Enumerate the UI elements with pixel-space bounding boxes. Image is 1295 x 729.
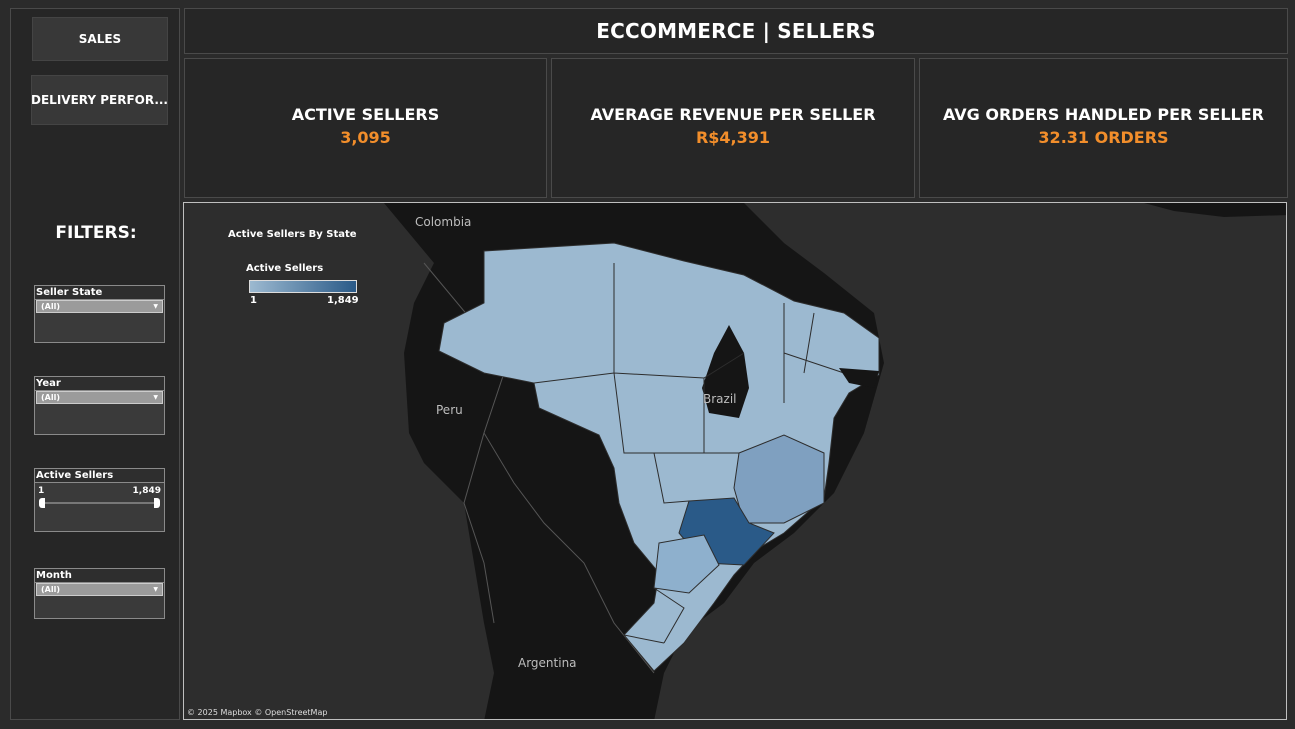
top-right-landmass	[1144, 203, 1286, 217]
page-title: ECCOMMERCE | SELLERS	[596, 19, 876, 43]
map-panel[interactable]: Active Sellers By State Active Sellers 1…	[183, 202, 1287, 720]
title-panel: ECCOMMERCE | SELLERS	[184, 8, 1288, 54]
active-sellers-range: 1 1,849	[35, 483, 164, 496]
kpi-average-revenue: AVERAGE REVENUE PER SELLER R$4,391	[551, 58, 915, 198]
chevron-down-icon: ▼	[153, 394, 158, 401]
month-label: Month	[35, 569, 164, 583]
range-max-value: 1,849	[132, 486, 161, 496]
kpi-active-sellers: ACTIVE SELLERS 3,095	[184, 58, 547, 198]
year-filter: Year (All) ▼	[34, 376, 165, 435]
seller-state-dropdown[interactable]: (All) ▼	[36, 300, 163, 313]
sales-nav-button[interactable]: SALES	[32, 17, 168, 61]
place-label-peru: Peru	[436, 403, 463, 417]
place-label-colombia: Colombia	[415, 215, 472, 229]
map-title: Active Sellers By State	[228, 229, 357, 240]
place-label-argentina: Argentina	[518, 656, 577, 670]
seller-state-filter: Seller State (All) ▼	[34, 285, 165, 343]
map-attribution[interactable]: © 2025 Mapbox © OpenStreetMap	[187, 708, 328, 717]
state-minas-gerais	[733, 434, 825, 524]
place-label-brazil: Brazil	[703, 392, 737, 406]
kpi-value: R$4,391	[695, 128, 771, 147]
year-label: Year	[35, 377, 164, 391]
kpi-avg-orders: AVG ORDERS HANDLED PER SELLER 32.31 ORDE…	[919, 58, 1288, 198]
brazil-region	[438, 242, 880, 672]
slider-max-handle[interactable]	[154, 498, 160, 508]
kpi-label: AVG ORDERS HANDLED PER SELLER	[943, 105, 1264, 124]
legend-title: Active Sellers	[246, 263, 324, 274]
state-no-data	[839, 368, 879, 388]
chevron-down-icon: ▼	[153, 586, 158, 593]
seller-state-value: (All)	[41, 302, 60, 311]
slider-track-line	[43, 502, 156, 504]
slider-min-handle[interactable]	[39, 498, 45, 508]
kpi-value: 3,095	[340, 128, 391, 147]
year-value: (All)	[41, 393, 60, 402]
chevron-down-icon: ▼	[153, 303, 158, 310]
active-sellers-label: Active Sellers	[35, 469, 164, 483]
delivery-performance-nav-button[interactable]: DELIVERY PERFOR...	[31, 75, 168, 125]
year-dropdown[interactable]: (All) ▼	[36, 391, 163, 404]
country-border	[463, 432, 495, 624]
range-min-value: 1	[38, 486, 45, 496]
seller-state-label: Seller State	[35, 286, 164, 300]
sidebar: SALES DELIVERY PERFOR... FILTERS: Seller…	[10, 8, 180, 720]
state-parana	[653, 534, 720, 594]
state-border	[533, 263, 845, 644]
month-filter: Month (All) ▼	[34, 568, 165, 619]
kpi-value: 32.31 ORDERS	[1038, 128, 1169, 147]
map-canvas[interactable]	[184, 203, 1287, 720]
active-sellers-filter: Active Sellers 1 1,849	[34, 468, 165, 532]
kpi-label: AVERAGE REVENUE PER SELLER	[590, 105, 876, 124]
month-value: (All)	[41, 585, 60, 594]
legend-color-bar	[249, 280, 357, 293]
legend-min-value: 1	[250, 295, 257, 306]
active-sellers-slider[interactable]	[39, 496, 160, 510]
month-dropdown[interactable]: (All) ▼	[36, 583, 163, 596]
legend-max-value: 1,849	[327, 295, 359, 306]
filters-title: FILTERS:	[55, 223, 137, 243]
kpi-label: ACTIVE SELLERS	[291, 105, 440, 124]
state-no-data	[702, 325, 749, 418]
